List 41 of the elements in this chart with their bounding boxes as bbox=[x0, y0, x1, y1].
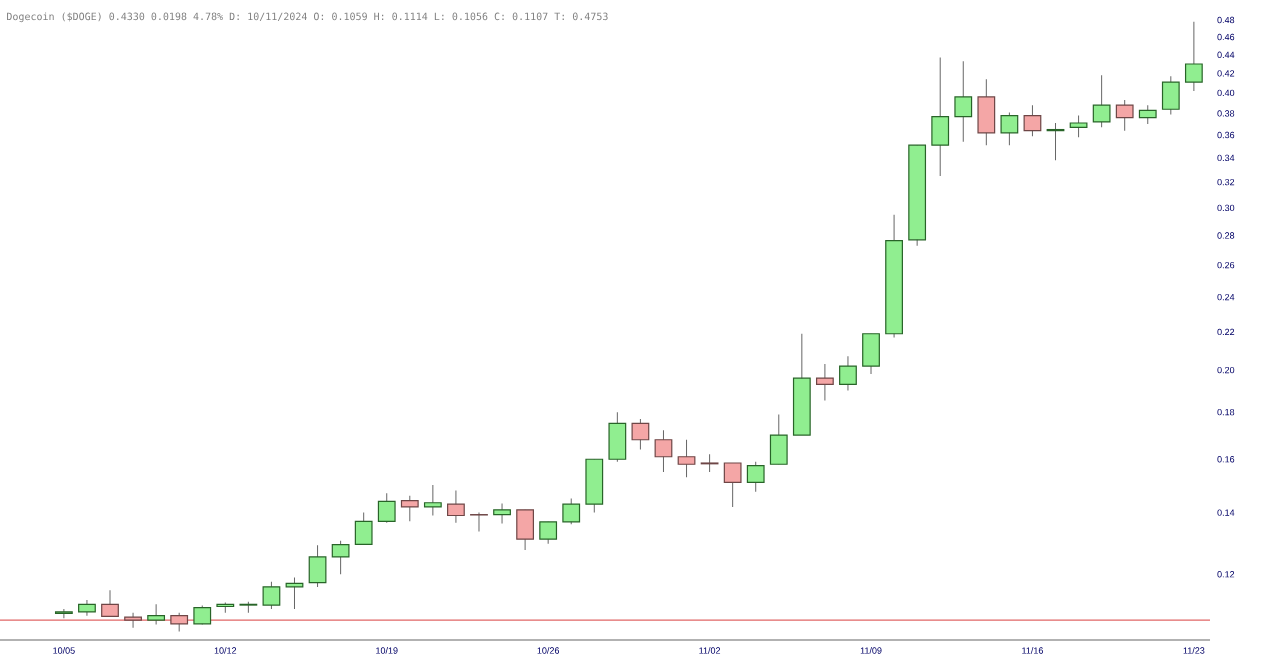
candlestick bbox=[516, 509, 535, 551]
candlestick bbox=[562, 498, 581, 525]
candlestick bbox=[447, 489, 465, 524]
candlestick bbox=[654, 429, 673, 473]
candlestick bbox=[1000, 111, 1019, 146]
candlestick bbox=[1161, 75, 1180, 115]
candlestick bbox=[308, 544, 327, 588]
candlestick bbox=[400, 495, 419, 522]
candlestick bbox=[1115, 99, 1134, 132]
candlestick bbox=[470, 512, 488, 533]
candlestick bbox=[677, 439, 696, 478]
candlestick bbox=[839, 355, 857, 392]
candlestick bbox=[862, 333, 880, 375]
candlestick bbox=[769, 413, 788, 465]
candlestick bbox=[931, 57, 950, 177]
candlestick bbox=[816, 363, 834, 401]
candlestick bbox=[331, 540, 350, 575]
candlestick bbox=[954, 60, 973, 143]
candlestick bbox=[608, 411, 627, 463]
candlestick bbox=[101, 589, 119, 617]
candlestick bbox=[539, 521, 558, 545]
candlestick bbox=[1184, 21, 1203, 92]
candlestick bbox=[1023, 104, 1042, 137]
candlestick bbox=[746, 461, 765, 493]
candlestick bbox=[585, 458, 604, 514]
candlestick bbox=[423, 484, 442, 516]
candlestick bbox=[193, 604, 212, 626]
candlestick bbox=[1069, 115, 1088, 138]
candlestick bbox=[1092, 74, 1111, 128]
candlestick bbox=[262, 581, 281, 610]
candlestick bbox=[1138, 104, 1157, 125]
candlestick bbox=[170, 612, 189, 632]
candlestick bbox=[124, 612, 142, 629]
candlestick bbox=[493, 503, 511, 525]
candlestick bbox=[377, 492, 396, 524]
candlestick bbox=[977, 78, 996, 146]
candlestick bbox=[631, 418, 650, 450]
candlestick bbox=[354, 512, 373, 546]
candlestick bbox=[723, 462, 742, 508]
candlestick bbox=[54, 608, 73, 619]
candlestick bbox=[147, 603, 166, 626]
